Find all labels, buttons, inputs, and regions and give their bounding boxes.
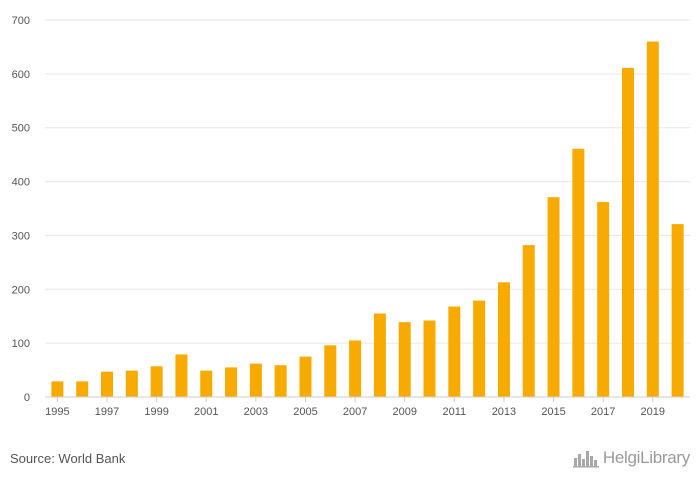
bar-2014[interactable] [522,245,535,397]
bar-1997[interactable] [101,371,114,397]
x-tick-label: 2003 [244,406,268,418]
bar-1999[interactable] [150,366,163,397]
bar-2019[interactable] [646,41,659,397]
bar-2007[interactable] [349,340,362,397]
y-tick-label: 400 [12,177,30,189]
x-tick-label: 2001 [194,406,218,418]
x-tick-label: 2015 [541,406,565,418]
bar-2016[interactable] [572,148,585,397]
city-skyline-icon [572,451,599,468]
x-tick-label: 1999 [144,406,168,418]
y-tick-label: 700 [12,15,30,27]
bar-2012[interactable] [473,300,486,397]
x-tick-label: 2007 [343,406,367,418]
y-tick-label: 500 [12,123,30,135]
bar-2018[interactable] [621,67,634,398]
y-tick-label: 600 [12,69,30,81]
source-label: Source: World Bank [10,451,126,466]
x-tick-label: 2013 [492,406,516,418]
bar-2008[interactable] [373,313,386,397]
bar-1996[interactable] [76,381,89,397]
bar-2002[interactable] [225,367,238,397]
bar-2010[interactable] [423,320,436,397]
x-tick-label: 2011 [442,406,466,418]
gridlines [45,19,690,344]
axes: 0 100 200 300 400 500 600 700 1995 1997 1999 2001 20… [12,15,690,418]
brand-logo[interactable]: HelgiLibrary [572,448,690,468]
y-tick-label: 200 [12,284,30,296]
y-tick-label: 100 [12,338,30,350]
bar-1995[interactable] [51,381,64,397]
x-tick-label: 2019 [641,406,665,418]
bar-2004[interactable] [274,365,287,397]
x-tick-label: 1997 [95,406,119,418]
bar-2013[interactable] [497,282,510,397]
bar-chart: 0 100 200 300 400 500 600 700 1995 1997 1999 2001 20… [12,15,690,418]
x-tick-label: 2017 [591,406,615,418]
brand-name: HelgiLibrary [602,448,690,467]
bar-2011[interactable] [448,306,461,397]
bar-2000[interactable] [175,354,188,397]
x-tick-label: 1995 [45,406,69,418]
chart-footer: Source: World Bank HelgiLibrary [0,448,700,472]
bar-2015[interactable] [547,197,560,397]
bar-2003[interactable] [249,363,262,397]
bar-2006[interactable] [324,345,337,397]
y-tick-label: 300 [12,230,30,242]
bar-1998[interactable] [125,370,138,397]
bar-2009[interactable] [398,322,411,397]
y-tick-label: 0 [24,392,30,404]
bar-2020[interactable] [671,224,684,397]
bar-2005[interactable] [299,356,312,397]
bar-2017[interactable] [597,202,610,397]
x-tick-label: 2005 [293,406,317,418]
x-tick-label: 2009 [392,406,416,418]
bars [51,41,684,398]
bar-2001[interactable] [200,370,213,397]
